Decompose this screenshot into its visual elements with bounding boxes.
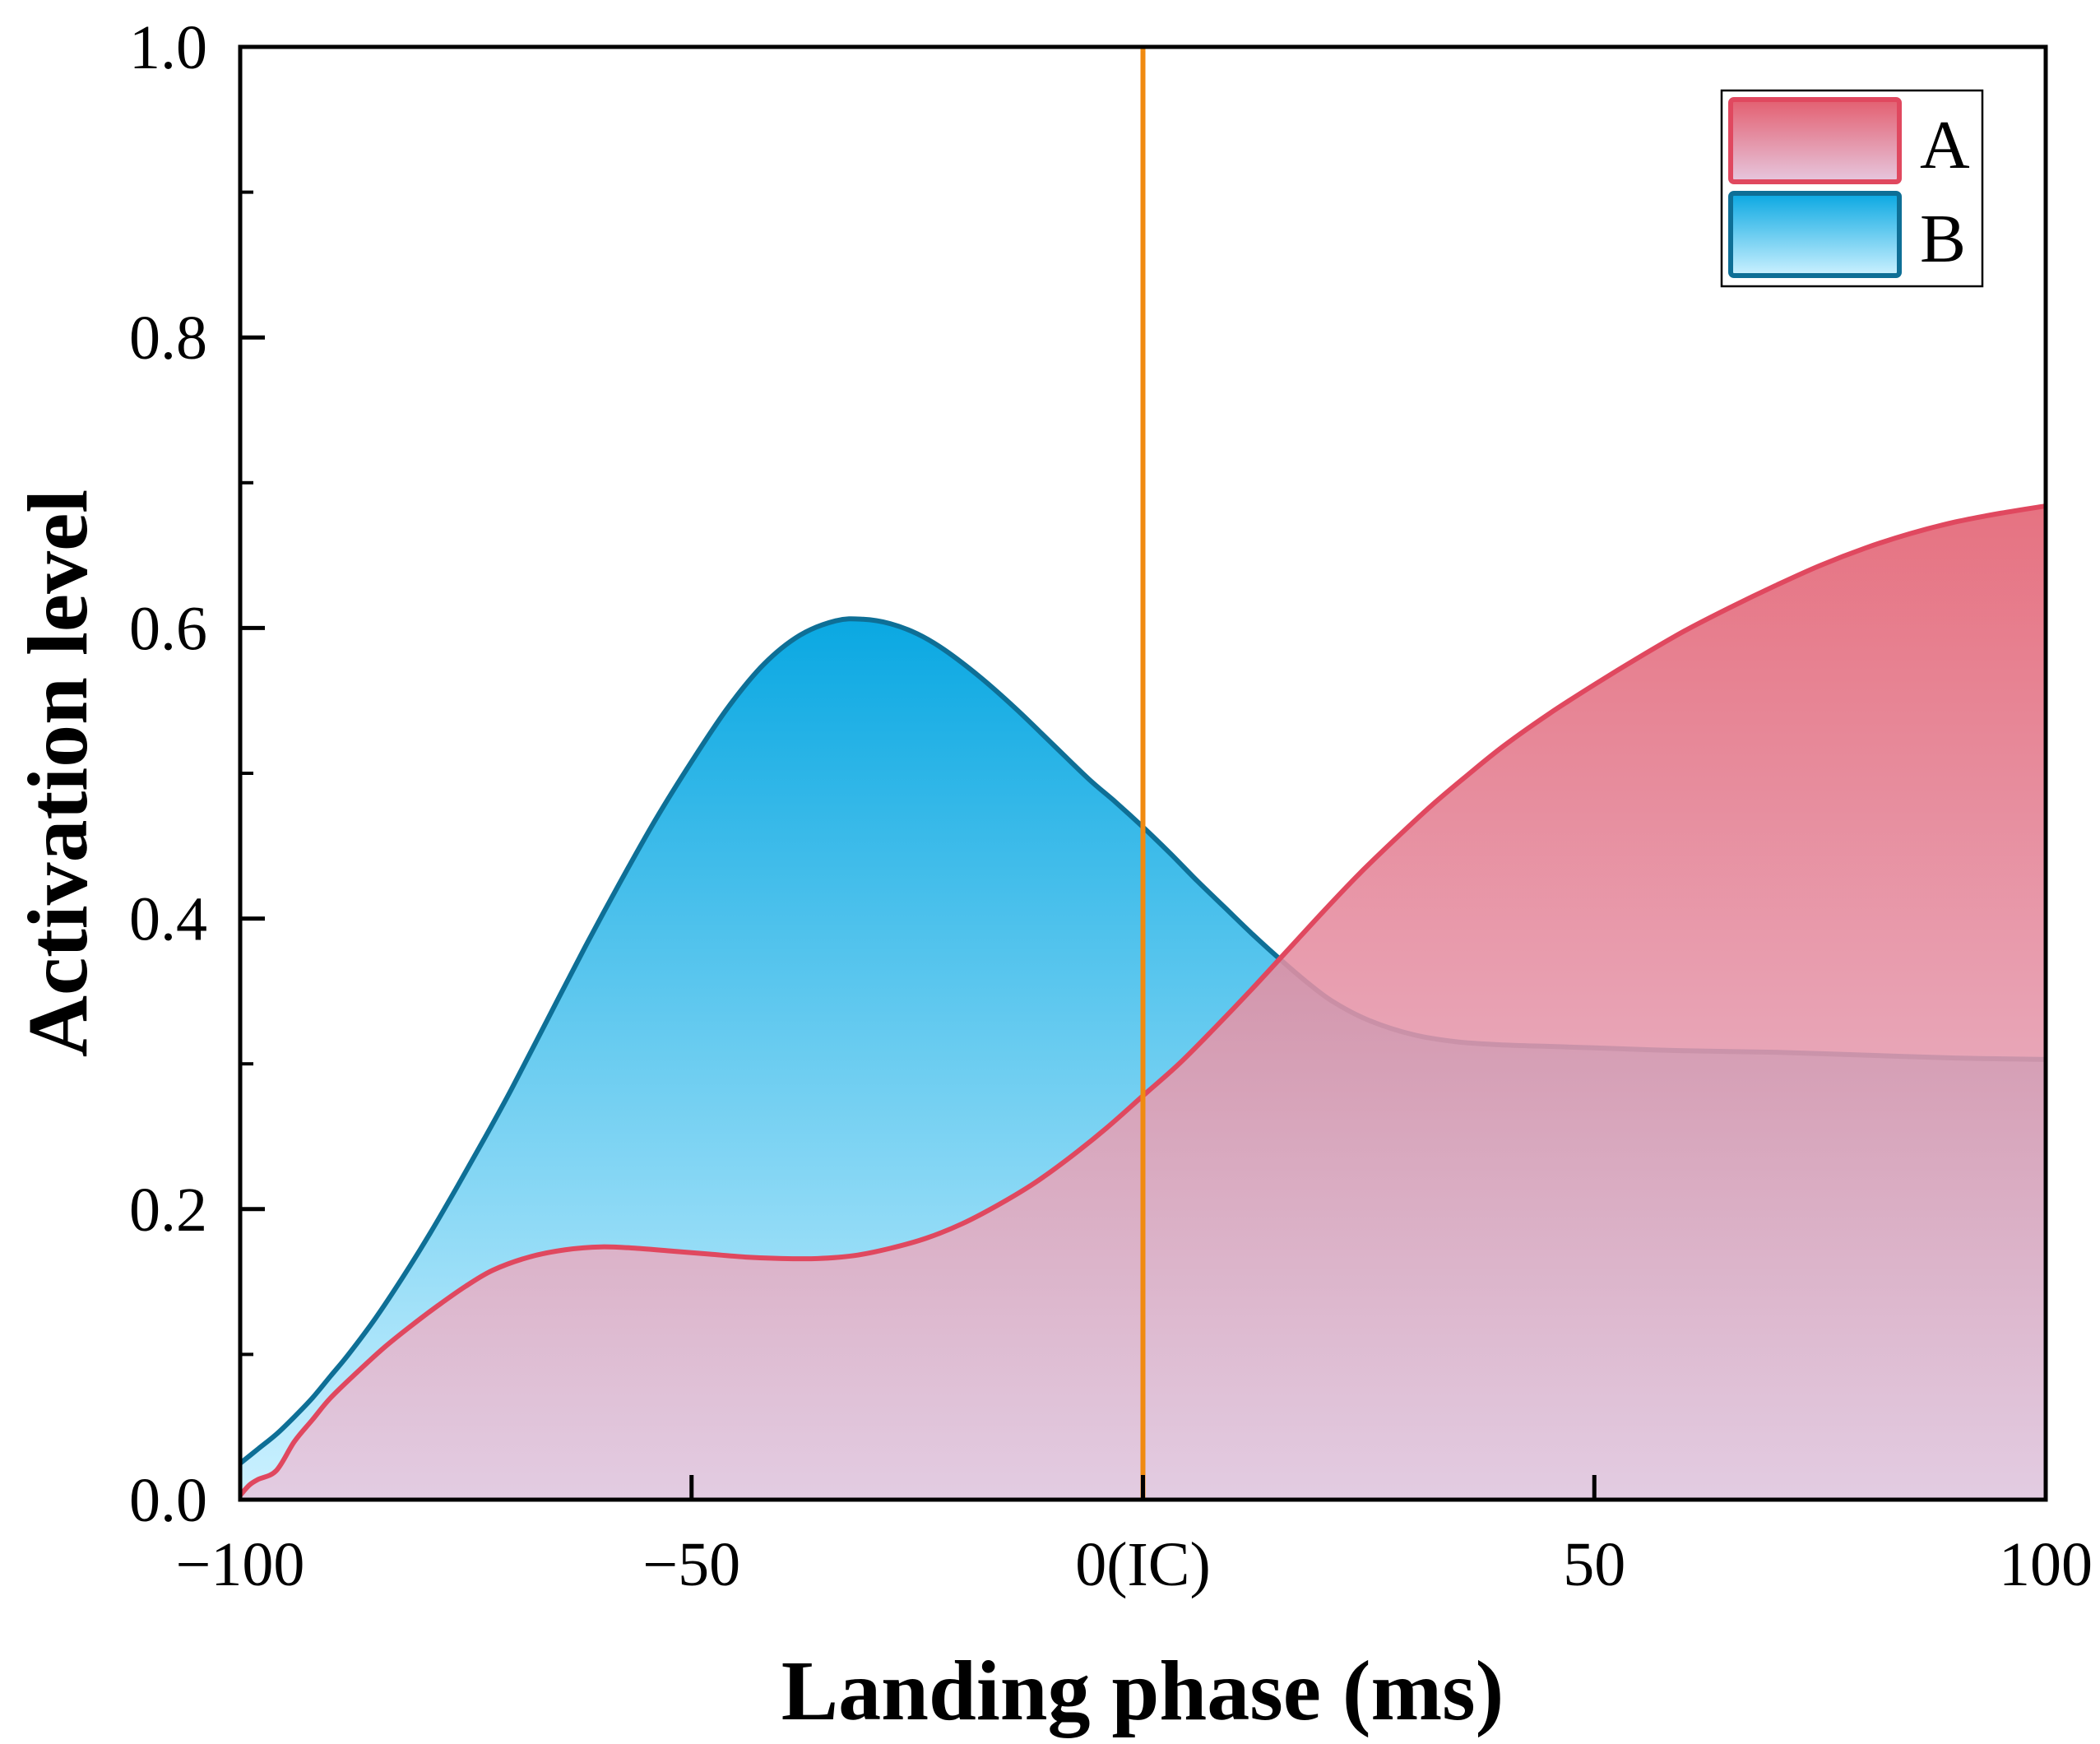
series-a-area xyxy=(240,506,2046,1500)
y-tick-label: 1.0 xyxy=(129,13,207,82)
series-a-line xyxy=(238,503,2047,1497)
legend-swatch-b xyxy=(1728,191,1902,278)
y-tick-label: 0.0 xyxy=(129,1466,207,1535)
y-tick-label: 0.6 xyxy=(129,594,207,663)
legend-label-a: A xyxy=(1920,107,1970,183)
y-tick-label: 0.4 xyxy=(129,885,207,954)
legend-label-b: B xyxy=(1920,201,1966,277)
legend: A B xyxy=(1720,89,1984,288)
x-axis-title: Landing phase (ms) xyxy=(781,1644,1504,1738)
ticks-layer: −100 −50 0(IC) 50 100 0.0 0.2 0.4 0.6 0.8 1.0 xyxy=(129,13,2093,1599)
y-axis-title: Activation level xyxy=(11,489,105,1057)
x-tick-label: 100 xyxy=(1999,1530,2093,1599)
x-tick-label: −50 xyxy=(642,1530,740,1599)
x-tick-label: −100 xyxy=(176,1530,305,1599)
y-tick-label: 0.8 xyxy=(129,304,207,373)
x-tick-label: 0(IC) xyxy=(1075,1530,1211,1599)
y-tick-label: 0.2 xyxy=(129,1176,207,1245)
x-tick-label: 50 xyxy=(1563,1530,1625,1599)
legend-swatch-a xyxy=(1728,97,1902,184)
